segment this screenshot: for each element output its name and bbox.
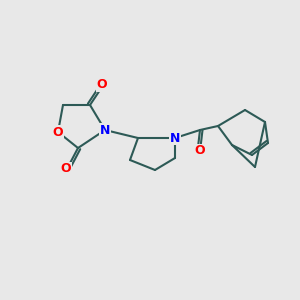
- Text: O: O: [53, 125, 63, 139]
- Text: N: N: [100, 124, 110, 136]
- Text: O: O: [97, 79, 107, 92]
- Text: O: O: [195, 145, 205, 158]
- Text: O: O: [61, 163, 71, 176]
- Text: N: N: [170, 131, 180, 145]
